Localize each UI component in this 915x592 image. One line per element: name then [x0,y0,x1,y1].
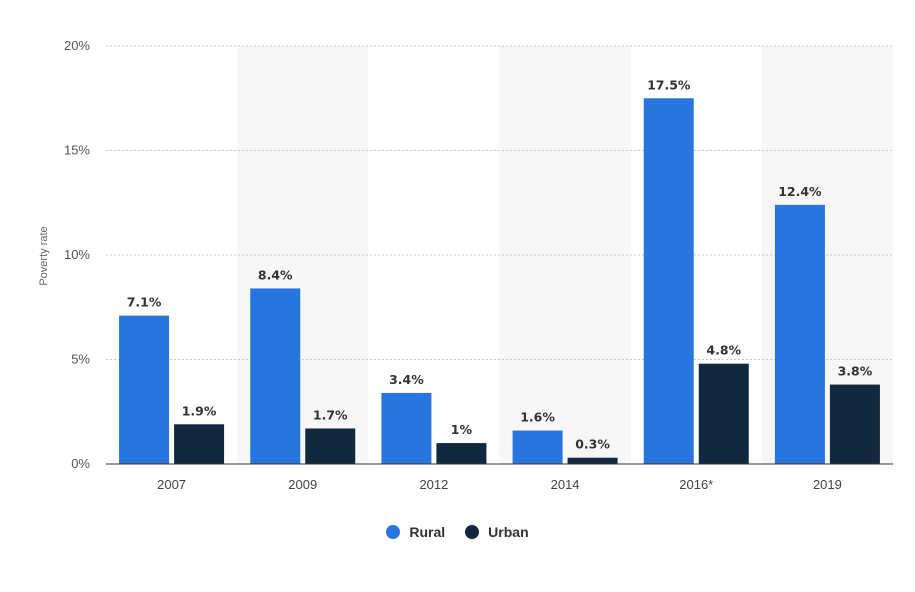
bar-rural[interactable] [119,315,170,464]
x-tick-label: 2007 [157,477,186,492]
x-tick-label: 2014 [551,477,580,492]
y-tick-label: 5% [71,352,90,367]
bar-rural[interactable] [381,392,432,464]
y-tick-label: 20% [64,38,90,53]
data-label: 8.4% [258,267,293,282]
bar-rural[interactable] [774,204,825,464]
x-tick-label: 2019 [813,477,842,492]
legend-label-rural: Rural [409,524,446,540]
bar-rural[interactable] [512,430,563,464]
legend-marker-urban [465,525,480,539]
bar-rural[interactable] [250,288,301,464]
bar-urban[interactable] [436,443,487,464]
data-label: 1.7% [313,407,348,422]
bar-rural[interactable] [643,98,694,464]
data-label: 3.8% [838,364,873,379]
bar-urban[interactable] [305,428,356,464]
legend-marker-rural [386,525,401,539]
x-tick-label: 2016* [679,477,713,492]
x-tick-label: 2009 [288,477,317,492]
data-label: 17.5% [647,77,691,92]
legend-label-urban: Urban [488,524,529,540]
category-band [499,46,631,464]
bar-urban[interactable] [174,424,225,464]
data-label: 4.8% [706,343,741,358]
y-tick-label: 15% [64,143,90,158]
bar-urban[interactable] [698,363,749,464]
legend-item-rural[interactable]: Rural [386,524,445,540]
x-tick-label-group: 2007 2009 2012 2014 2016* 2019 [157,477,842,492]
bar-urban[interactable] [829,384,880,464]
data-label: 1% [451,422,473,437]
y-tick-label: 10% [64,247,90,262]
y-axis-title: Poverty rate [38,226,50,285]
legend: Rural Urban [0,524,915,540]
gridline-group [106,45,893,360]
bar-group: 7.1% 1.9% 8.4% 1.7% 3.4% 1% 1.6% 0.3% 17.5% 4.8% 1… [119,77,880,464]
data-label: 3.4% [389,372,424,387]
y-tick-label-group: 0% 5% 10% 15% 20% [64,38,90,471]
x-tick-label: 2012 [419,477,448,492]
data-label: 7.1% [127,295,162,310]
bar-urban[interactable] [567,457,618,464]
data-label: 1.6% [520,410,555,425]
y-tick-label: 0% [71,456,90,471]
data-label: 1.9% [182,403,217,418]
legend-item-urban[interactable]: Urban [465,524,529,540]
data-label: 0.3% [575,437,610,452]
data-label: 12.4% [778,184,822,199]
